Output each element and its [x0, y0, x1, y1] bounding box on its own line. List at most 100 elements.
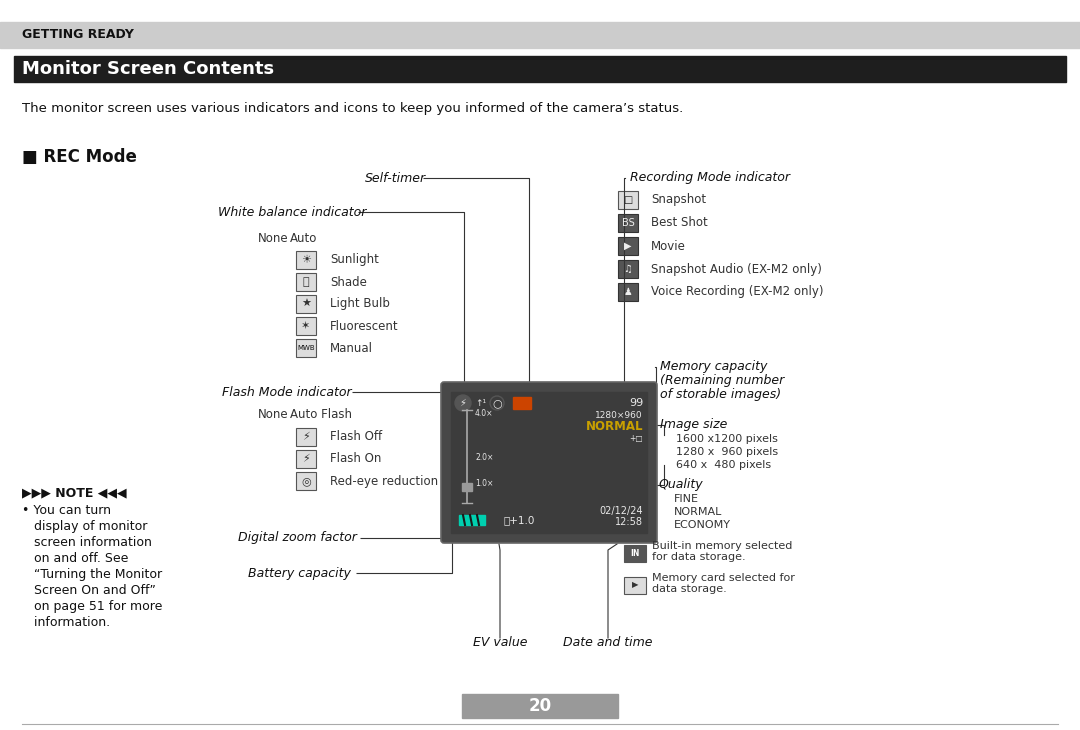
Text: None: None	[258, 409, 288, 421]
Text: FINE: FINE	[674, 494, 699, 504]
Bar	[618, 283, 638, 301]
Text: Image size: Image size	[660, 418, 727, 431]
Text: Auto Flash: Auto Flash	[291, 409, 352, 421]
Text: 2.0×: 2.0×	[475, 453, 494, 461]
Bar	[296, 472, 316, 490]
Text: ↑¹: ↑¹	[475, 399, 487, 407]
Bar	[462, 483, 472, 491]
Text: BS: BS	[622, 218, 634, 228]
Text: Snapshot: Snapshot	[651, 193, 706, 207]
Bar	[451, 392, 647, 533]
Text: screen information: screen information	[22, 536, 152, 549]
Text: Memory capacity: Memory capacity	[660, 360, 768, 373]
Text: +□: +□	[630, 434, 643, 444]
Text: ✶: ✶	[301, 321, 311, 331]
Bar	[296, 273, 316, 291]
Text: Self-timer: Self-timer	[365, 172, 427, 185]
Text: MWB: MWB	[297, 345, 314, 351]
Text: ⚡: ⚡	[302, 454, 310, 464]
Text: Auto: Auto	[291, 231, 318, 245]
Text: Digital zoom factor: Digital zoom factor	[238, 531, 356, 545]
Text: • You can turn: • You can turn	[22, 504, 111, 517]
Text: 02/12/24: 02/12/24	[599, 506, 643, 516]
Text: data storage.: data storage.	[652, 584, 727, 594]
Text: ▶: ▶	[624, 241, 632, 251]
Text: 1.0×: 1.0×	[475, 478, 494, 488]
Bar	[462, 694, 618, 718]
Text: ▶▶▶ NOTE ◀◀◀: ▶▶▶ NOTE ◀◀◀	[22, 486, 126, 499]
Text: Light Bulb: Light Bulb	[330, 298, 390, 310]
Bar	[0, 22, 1080, 48]
Text: IN: IN	[631, 548, 639, 558]
Text: NORMAL: NORMAL	[585, 420, 643, 434]
Text: Recording Mode indicator: Recording Mode indicator	[630, 172, 789, 185]
Text: on page 51 for more: on page 51 for more	[22, 600, 162, 613]
Text: Memory card selected for: Memory card selected for	[652, 573, 795, 583]
Text: (Remaining number: (Remaining number	[660, 374, 784, 387]
Text: ○: ○	[492, 398, 502, 408]
Bar	[296, 450, 316, 468]
Text: Movie: Movie	[651, 239, 686, 253]
Text: Red-eye reduction: Red-eye reduction	[330, 474, 438, 488]
Text: Best Shot: Best Shot	[651, 217, 707, 229]
Text: of storable images): of storable images)	[660, 388, 781, 401]
Text: ECONOMY: ECONOMY	[674, 520, 731, 530]
Text: Sunlight: Sunlight	[330, 253, 379, 266]
Text: 99: 99	[629, 398, 643, 408]
Text: Voice Recording (EX-M2 only): Voice Recording (EX-M2 only)	[651, 285, 824, 299]
Text: Shade: Shade	[330, 275, 367, 288]
Bar	[296, 251, 316, 269]
Text: Quality: Quality	[658, 478, 703, 491]
Text: ☀: ☀	[301, 255, 311, 265]
Text: Flash Mode indicator: Flash Mode indicator	[222, 385, 352, 399]
Bar	[296, 339, 316, 357]
Text: Screen On and Off”: Screen On and Off”	[22, 584, 156, 597]
Text: 4.0×: 4.0×	[475, 410, 494, 418]
Text: 1280×960: 1280×960	[595, 410, 643, 420]
Bar	[513, 397, 531, 409]
Text: Date and time: Date and time	[564, 636, 652, 649]
Text: “Turning the Monitor: “Turning the Monitor	[22, 568, 162, 581]
Text: Manual: Manual	[330, 342, 373, 355]
Text: □: □	[623, 195, 633, 205]
Text: for data storage.: for data storage.	[652, 552, 745, 562]
Text: Snapshot Audio (EX-M2 only): Snapshot Audio (EX-M2 only)	[651, 263, 822, 275]
Text: Built-in memory selected: Built-in memory selected	[652, 541, 793, 551]
Bar	[618, 214, 638, 232]
Text: 1280 x  960 pixels: 1280 x 960 pixels	[676, 447, 778, 457]
Text: Flash Off: Flash Off	[330, 431, 382, 444]
Text: 12:58: 12:58	[615, 517, 643, 527]
Bar	[618, 191, 638, 209]
Text: ▶: ▶	[632, 580, 638, 590]
Text: ♫: ♫	[623, 264, 633, 274]
Bar	[624, 545, 646, 562]
Text: ★: ★	[301, 299, 311, 309]
Text: Flash On: Flash On	[330, 453, 381, 466]
Text: ⚡: ⚡	[302, 432, 310, 442]
Bar	[459, 515, 485, 525]
Text: Monitor Screen Contents: Monitor Screen Contents	[22, 60, 274, 78]
Bar	[296, 428, 316, 446]
Text: Ⓔ+1.0: Ⓔ+1.0	[503, 515, 535, 525]
Text: Battery capacity: Battery capacity	[248, 566, 351, 580]
Text: GETTING READY: GETTING READY	[22, 28, 134, 42]
Circle shape	[455, 395, 471, 411]
Text: ■ REC Mode: ■ REC Mode	[22, 148, 137, 166]
Text: display of monitor: display of monitor	[22, 520, 147, 533]
Text: ◎: ◎	[301, 476, 311, 486]
Bar	[14, 56, 1066, 82]
Bar	[296, 317, 316, 335]
Text: Fluorescent: Fluorescent	[330, 320, 399, 332]
Text: ♟: ♟	[623, 287, 633, 297]
Text: 640 x  480 pixels: 640 x 480 pixels	[676, 460, 771, 470]
Text: EV value: EV value	[473, 636, 527, 649]
Bar	[296, 295, 316, 313]
Text: information.: information.	[22, 616, 110, 629]
Bar	[624, 577, 646, 594]
FancyBboxPatch shape	[441, 382, 657, 543]
Bar	[618, 237, 638, 255]
Text: on and off. See: on and off. See	[22, 552, 129, 565]
Text: ⛅: ⛅	[302, 277, 309, 287]
Text: 20: 20	[528, 697, 552, 715]
Text: NORMAL: NORMAL	[674, 507, 723, 517]
